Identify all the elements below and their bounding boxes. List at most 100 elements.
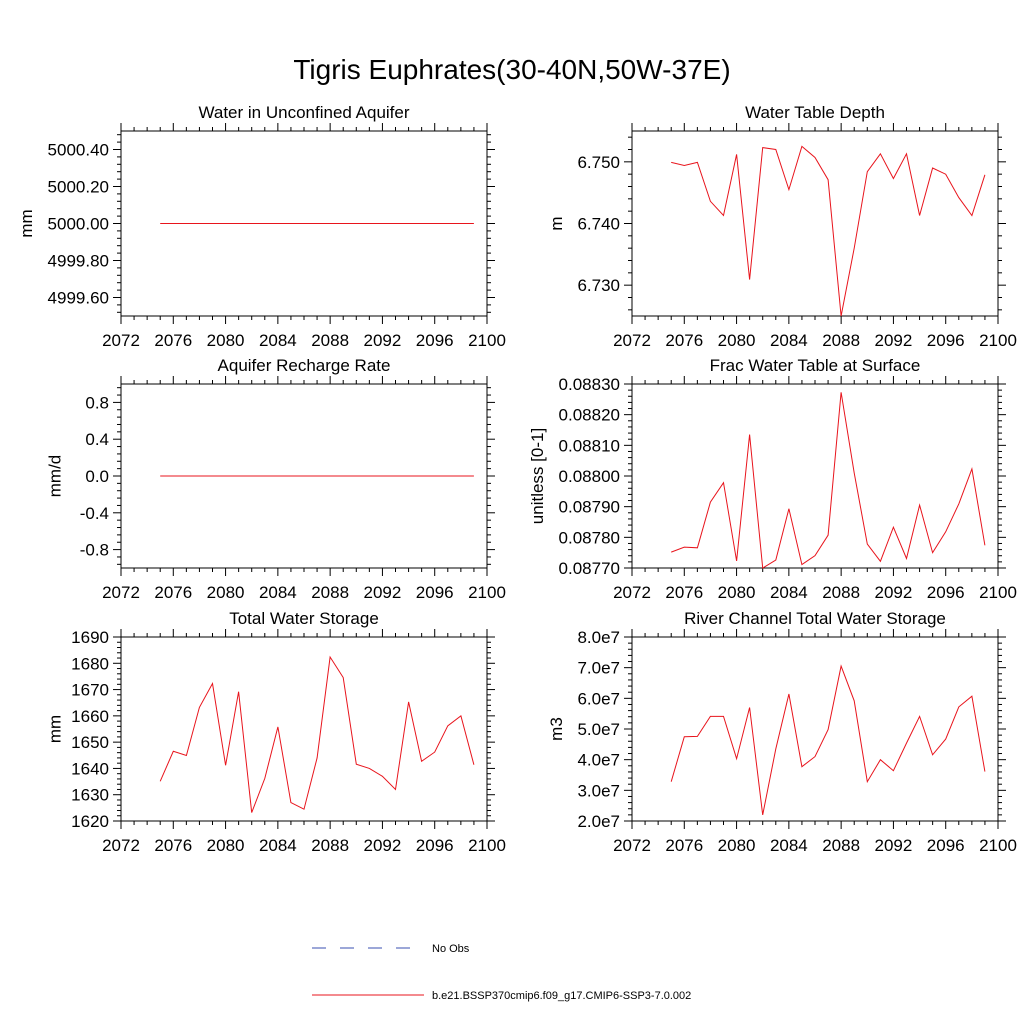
y-tick-label: 1630 — [71, 786, 109, 805]
y-tick-label: 5000.20 — [48, 178, 109, 197]
y-tick-label: -0.8 — [80, 541, 109, 560]
y-tick-label: 6.0e7 — [577, 689, 620, 708]
y-tick-label: -0.4 — [80, 504, 109, 523]
y-tick-label: 0.08770 — [559, 559, 620, 578]
x-tick-label: 2084 — [770, 331, 808, 350]
x-tick-label: 2088 — [822, 583, 860, 602]
x-tick-label: 2076 — [154, 331, 192, 350]
y-tick-label: 0.08820 — [559, 406, 620, 425]
y-tick-label: 1680 — [71, 654, 109, 673]
plot-frame — [631, 383, 999, 569]
y-tick-label: 0.08790 — [559, 498, 620, 517]
y-tick-label: 1650 — [71, 733, 109, 752]
y-tick-label: 5000.40 — [48, 141, 109, 160]
x-tick-label: 2080 — [207, 331, 245, 350]
legend-model-label: b.e21.BSSP370cmip6.f09_g17.CMIP6-SSP3-7.… — [432, 990, 692, 1002]
x-tick-label: 2084 — [259, 583, 297, 602]
x-tick-label: 2080 — [207, 583, 245, 602]
y-tick-label: 5.0e7 — [577, 720, 620, 739]
x-tick-label: 2100 — [979, 583, 1017, 602]
y-axis-label: unitless [0-1] — [528, 428, 547, 524]
x-tick-label: 2088 — [311, 836, 349, 855]
y-axis-label: mm/d — [46, 455, 65, 498]
y-tick-label: 0.08830 — [559, 375, 620, 394]
y-tick-label: 1670 — [71, 681, 109, 700]
x-tick-label: 2072 — [102, 836, 140, 855]
y-tick-label: 1660 — [71, 707, 109, 726]
x-tick-label: 2088 — [311, 331, 349, 350]
x-tick-label: 2096 — [927, 583, 965, 602]
x-tick-label: 2076 — [665, 331, 703, 350]
x-tick-label: 2072 — [102, 331, 140, 350]
x-tick-label: 2072 — [613, 331, 651, 350]
panel-title: Total Water Storage — [229, 609, 379, 628]
x-tick-label: 2100 — [468, 331, 506, 350]
x-tick-label: 2088 — [822, 331, 860, 350]
x-tick-label: 2072 — [613, 836, 651, 855]
x-tick-label: 2080 — [718, 583, 756, 602]
legend-model-swatch — [312, 994, 424, 996]
series-line — [671, 145, 986, 317]
y-tick-label: 0.08800 — [559, 467, 620, 486]
x-tick-label: 2084 — [770, 583, 808, 602]
panel-title: River Channel Total Water Storage — [684, 609, 946, 628]
x-tick-label: 2096 — [927, 836, 965, 855]
x-tick-label: 2096 — [416, 583, 454, 602]
panel-title: Water Table Depth — [745, 103, 885, 122]
y-tick-label: 4999.60 — [48, 289, 109, 308]
panel-5 — [113, 629, 495, 829]
legend-obs-label: No Obs — [432, 943, 470, 955]
x-tick-label: 2084 — [259, 331, 297, 350]
y-tick-label: 4999.80 — [48, 252, 109, 271]
y-axis-label: m3 — [547, 717, 566, 741]
panel-6 — [624, 629, 1006, 829]
y-tick-label: 5000.00 — [48, 215, 109, 234]
panel-1 — [113, 123, 495, 324]
x-tick-label: 2100 — [979, 331, 1017, 350]
x-tick-label: 2076 — [665, 583, 703, 602]
panel-2 — [624, 123, 1006, 324]
x-tick-label: 2100 — [468, 583, 506, 602]
y-tick-label: 6.740 — [577, 215, 620, 234]
y-axis-label: m — [547, 216, 566, 230]
panel-title: Aquifer Recharge Rate — [218, 356, 391, 375]
x-tick-label: 2088 — [311, 583, 349, 602]
x-tick-label: 2092 — [875, 583, 913, 602]
panel-title: Water in Unconfined Aquifer — [198, 103, 409, 122]
y-tick-label: 0.4 — [85, 430, 109, 449]
legend-obs-swatch — [312, 947, 424, 949]
x-tick-label: 2072 — [613, 583, 651, 602]
x-tick-label: 2076 — [154, 583, 192, 602]
x-tick-label: 2092 — [364, 836, 402, 855]
y-tick-label: 6.730 — [577, 276, 620, 295]
y-tick-label: 8.0e7 — [577, 628, 620, 647]
y-tick-label: 1640 — [71, 759, 109, 778]
plot-frame — [631, 636, 999, 822]
x-tick-label: 2084 — [770, 836, 808, 855]
main-title: Tigris Euphrates(30-40N,50W-37E) — [293, 54, 731, 85]
y-tick-label: 1620 — [71, 812, 109, 831]
y-tick-label: 0.0 — [85, 467, 109, 486]
x-tick-label: 2072 — [102, 583, 140, 602]
y-tick-label: 1690 — [71, 628, 109, 647]
x-tick-label: 2080 — [207, 836, 245, 855]
x-tick-label: 2092 — [875, 836, 913, 855]
x-tick-label: 2076 — [665, 836, 703, 855]
x-tick-label: 2096 — [416, 836, 454, 855]
panel-3 — [113, 376, 495, 576]
x-tick-label: 2096 — [927, 331, 965, 350]
y-tick-label: 0.8 — [85, 393, 109, 412]
y-tick-label: 0.08810 — [559, 436, 620, 455]
series-line — [671, 392, 986, 569]
plot-frame — [631, 130, 999, 317]
y-axis-label: mm — [46, 715, 65, 743]
plot-frame — [120, 636, 488, 822]
y-axis-label: mm — [17, 209, 36, 237]
series-line — [670, 664, 986, 815]
y-tick-label: 2.0e7 — [577, 812, 620, 831]
x-tick-label: 2092 — [364, 583, 402, 602]
y-tick-label: 7.0e7 — [577, 659, 620, 678]
y-tick-label: 6.750 — [577, 153, 620, 172]
x-tick-label: 2100 — [468, 836, 506, 855]
